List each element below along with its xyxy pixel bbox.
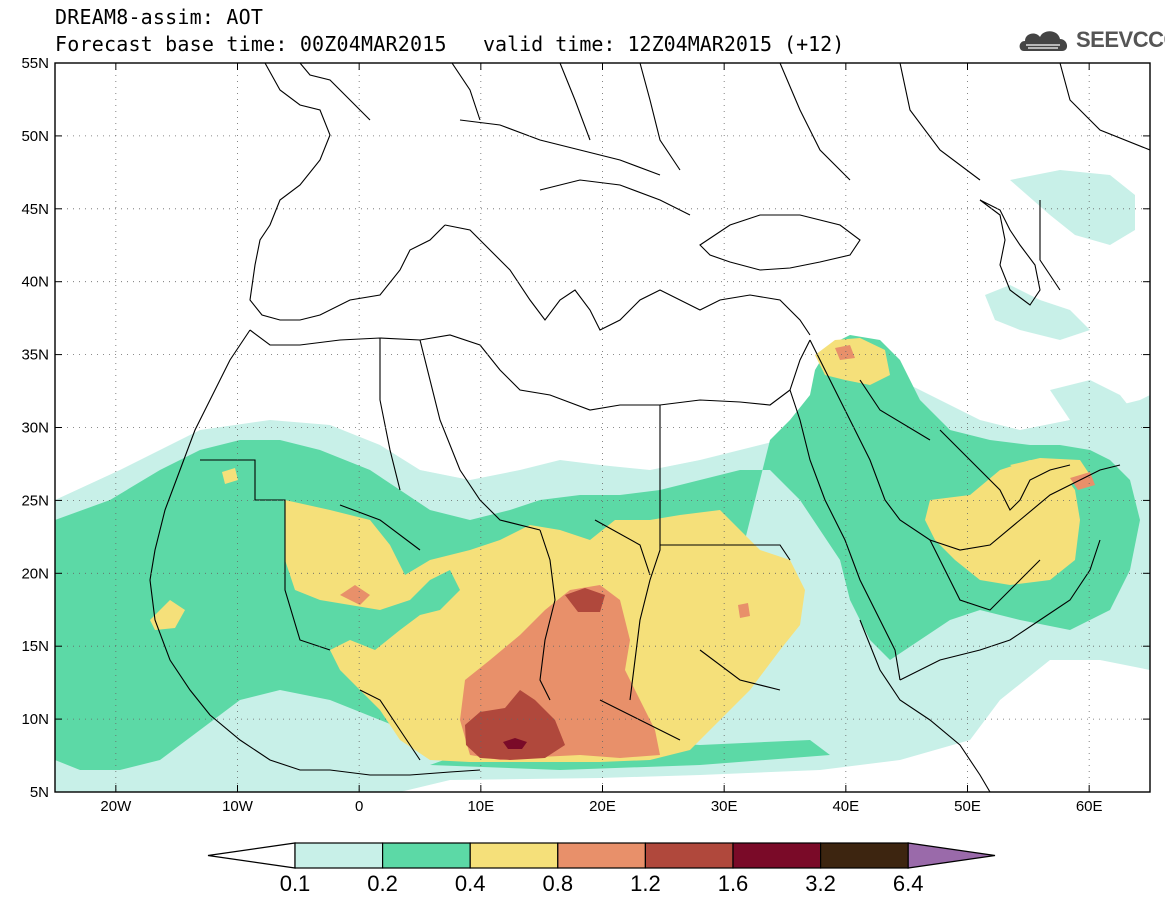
colorbar-level-label: 3.2 [805,871,836,896]
colorbar-swatch [294,842,384,869]
lat-label: 40N [21,274,49,291]
map-title: DREAM8-assim: AOT [55,5,264,29]
lat-label: 45N [21,201,49,218]
colorbar-level-label: 0.8 [543,871,574,896]
colorbar-level-label: 1.2 [630,871,661,896]
axis-ticks [55,62,1150,793]
grid-lines [55,63,1150,792]
lat-label: 50N [21,128,49,145]
colorbar-level-label: 0.2 [367,871,398,896]
lat-label: 55N [21,55,49,72]
lon-label: 10W [222,798,254,815]
colorbar-level-label: 0.4 [455,871,486,896]
colorbar-swatch [732,842,822,869]
lon-label: 50E [954,798,981,815]
lat-label: 30N [21,420,49,437]
colorbar-swatch [557,842,646,869]
lat-label: 15N [21,638,49,655]
lat-label: 5N [30,784,49,801]
seevccc-logo: SEEVCCC [1016,22,1165,58]
lon-label: 10E [467,798,494,815]
colorbar-low-triangle [207,842,296,869]
colorbar-high-triangle [907,842,996,869]
colorbar-level-label: 0.1 [280,871,311,896]
aot-contour-field [55,170,1150,792]
lon-label: 30E [711,798,738,815]
colorbar-swatch [469,842,559,869]
lon-label: 0 [355,798,363,815]
colorbar-swatch [644,842,734,869]
lat-label: 20N [21,565,49,582]
forecast-base-time: Forecast base time: 00Z04MAR2015 [55,32,447,56]
lon-label: 60E [1076,798,1103,815]
colorbar: 0.1 0.2 0.4 0.8 1.2 1.6 3.2 6.4 [207,842,996,896]
lat-label: 35N [21,347,49,364]
cloud-icon [1019,31,1068,51]
lat-label: 25N [21,492,49,509]
colorbar-level-label: 1.6 [718,871,749,896]
colorbar-swatch [382,842,471,869]
lon-label: 40E [832,798,859,815]
coastlines-and-borders [149,63,1150,792]
colorbar-level-label: 6.4 [893,871,924,896]
valid-time: valid time: 12Z04MAR2015 (+12) [483,32,845,56]
logo-text: SEEVCCC [1076,27,1165,52]
lat-label: 10N [21,711,49,728]
longitude-labels: 20W 10W 0 10E 20E 30E 40E 50E 60E [100,798,1102,815]
colorbar-swatch [819,842,909,869]
lon-label: 20E [589,798,616,815]
lon-label: 20W [100,798,132,815]
latitude-labels: 55N 50N 45N 40N 35N 30N 25N 20N 15N 10N 5N [21,55,49,801]
